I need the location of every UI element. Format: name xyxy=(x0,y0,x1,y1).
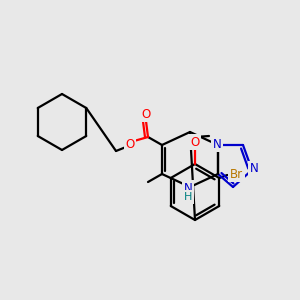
Text: N: N xyxy=(184,182,192,194)
Text: N: N xyxy=(213,137,221,151)
Text: O: O xyxy=(125,137,135,151)
Text: Br: Br xyxy=(230,167,243,181)
Text: H: H xyxy=(184,192,192,202)
Text: O: O xyxy=(141,107,151,121)
Text: O: O xyxy=(190,136,200,148)
Text: N: N xyxy=(250,163,258,176)
